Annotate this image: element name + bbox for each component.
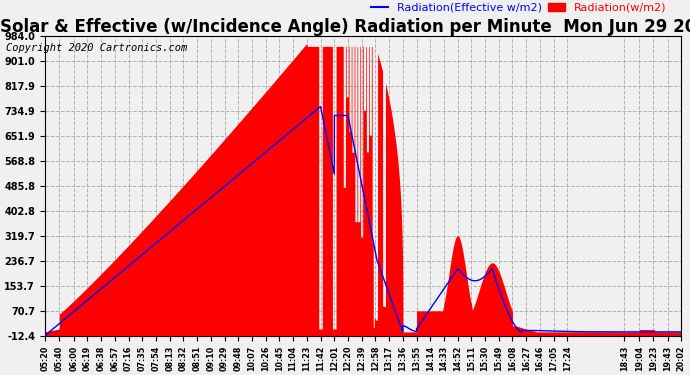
Text: Copyright 2020 Cartronics.com: Copyright 2020 Cartronics.com (6, 43, 187, 52)
Legend: Radiation(Effective w/m2), Radiation(w/m2): Radiation(Effective w/m2), Radiation(w/m… (371, 3, 667, 13)
Title: Solar & Effective (w/Incidence Angle) Radiation per Minute  Mon Jun 29 20:11: Solar & Effective (w/Incidence Angle) Ra… (0, 18, 690, 36)
